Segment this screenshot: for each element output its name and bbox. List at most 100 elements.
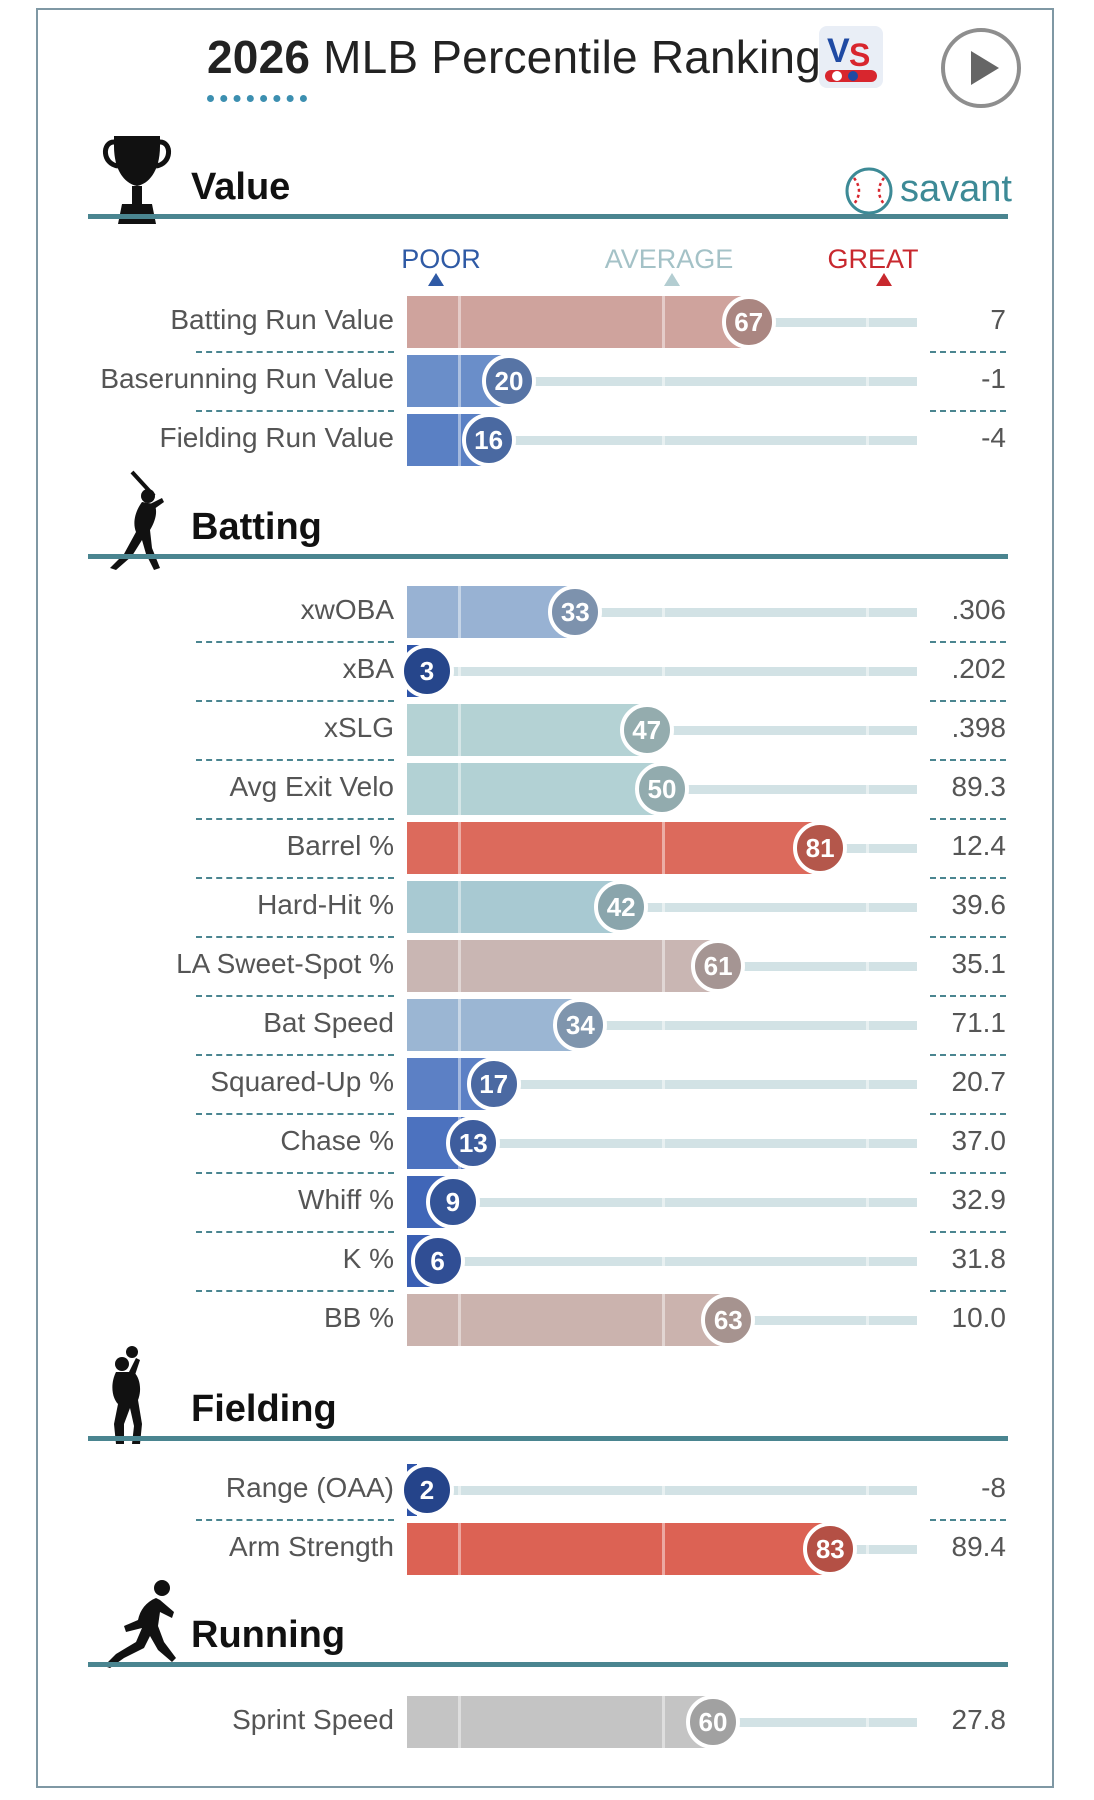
- metric-row: Chase % 13 37.0: [0, 1116, 1094, 1170]
- metric-label: Chase %: [280, 1125, 394, 1156]
- bar-tick: [662, 296, 665, 348]
- bar-tick: [458, 999, 461, 1051]
- section-title-batting: Batting: [191, 506, 322, 548]
- scale-great-label: GREAT: [827, 244, 919, 274]
- track-tick: [662, 1486, 665, 1495]
- metric-row: Arm Strength 83 89.4: [0, 1522, 1094, 1576]
- row-separator: [196, 759, 394, 761]
- percentile-bubble: 47: [619, 703, 674, 757]
- metric-value: 32.9: [951, 1184, 1007, 1215]
- percentile-bar: [407, 763, 662, 815]
- metric-value: 7: [990, 304, 1006, 335]
- scale-poor-arrow: [428, 273, 444, 286]
- title-text: MLB Percentile Rankings: [310, 31, 845, 83]
- metric-value: 27.8: [951, 1704, 1007, 1735]
- track-tick: [662, 903, 665, 912]
- bar-tick: [662, 1523, 665, 1575]
- bar-tick: [458, 1294, 461, 1346]
- metric-label: Avg Exit Velo: [229, 771, 394, 802]
- metric-label: LA Sweet-Spot %: [176, 948, 394, 979]
- percentile-bubble: 61: [691, 939, 746, 993]
- metric-label: Baserunning Run Value: [100, 363, 394, 394]
- track-tick: [662, 1198, 665, 1207]
- section-rule: [88, 214, 1008, 219]
- metric-value: .306: [951, 594, 1007, 625]
- track-tick: [866, 608, 869, 617]
- play-icon: [971, 51, 999, 85]
- metric-value: -1: [981, 363, 1006, 394]
- percentile-bar: [407, 586, 576, 638]
- row-separator: [930, 877, 1006, 879]
- row-separator: [196, 351, 394, 353]
- percentile-track: [407, 1257, 917, 1266]
- metric-row: xBA 3 .202: [0, 644, 1094, 698]
- section-title-running: Running: [191, 1614, 346, 1656]
- metric-label: K %: [342, 1243, 394, 1274]
- svg-text:V: V: [827, 32, 850, 70]
- percentile-bar: [407, 999, 581, 1051]
- metric-value: 89.3: [951, 771, 1007, 802]
- track-tick: [866, 1486, 869, 1495]
- row-separator: [930, 1172, 1006, 1174]
- row-separator: [930, 1113, 1006, 1115]
- track-tick: [866, 1316, 869, 1325]
- track-tick: [662, 1257, 665, 1266]
- metric-value: -8: [981, 1472, 1006, 1503]
- bar-tick: [458, 1058, 461, 1110]
- row-separator: [930, 1519, 1006, 1521]
- metric-row: Bat Speed 34 71.1: [0, 998, 1094, 1052]
- row-separator: [930, 641, 1006, 643]
- metric-label: xSLG: [323, 712, 394, 743]
- bar-tick: [458, 940, 461, 992]
- metric-value: .202: [951, 653, 1007, 684]
- row-separator: [930, 700, 1006, 702]
- bar-tick: [458, 704, 461, 756]
- percentile-bubble: 6: [410, 1234, 465, 1288]
- percentile-bar: [407, 704, 647, 756]
- bar-tick: [458, 355, 461, 407]
- section-rule: [88, 554, 1008, 559]
- metric-row: LA Sweet-Spot % 61 35.1: [0, 939, 1094, 993]
- metric-row: Whiff % 9 32.9: [0, 1175, 1094, 1229]
- percentile-track: [407, 1486, 917, 1495]
- percentile-bubble: 2: [400, 1463, 454, 1517]
- track-tick: [866, 1139, 869, 1148]
- svg-text:S: S: [849, 37, 870, 73]
- track-tick: [458, 1486, 461, 1495]
- play-button[interactable]: [941, 28, 1021, 108]
- metric-row: Baserunning Run Value 20 -1: [0, 354, 1094, 408]
- row-separator: [196, 410, 394, 412]
- metric-value: 31.8: [951, 1243, 1007, 1274]
- bar-tick: [662, 940, 665, 992]
- percentile-bubble: 63: [701, 1293, 756, 1347]
- metric-value: 10.0: [951, 1302, 1007, 1333]
- percentile-bar: [407, 296, 749, 348]
- metric-label: xwOBA: [300, 594, 394, 625]
- metric-row: Hard-Hit % 42 39.6: [0, 880, 1094, 934]
- percentile-bar: [407, 822, 821, 874]
- track-tick: [662, 1080, 665, 1089]
- bar-tick: [458, 1523, 461, 1575]
- track-tick: [662, 436, 665, 445]
- metric-value: 71.1: [951, 1007, 1007, 1038]
- row-separator: [930, 1054, 1006, 1056]
- percentile-bubble: 60: [686, 1695, 740, 1749]
- metric-row: Range (OAA) 2 -8: [0, 1463, 1094, 1517]
- metric-label: Batting Run Value: [170, 304, 394, 335]
- metric-label: Hard-Hit %: [257, 889, 394, 920]
- metric-label: xBA: [342, 653, 394, 684]
- scale-average-arrow: [664, 273, 680, 286]
- metric-value: .398: [951, 712, 1007, 743]
- metric-label: Bat Speed: [263, 1007, 394, 1038]
- metric-label: Whiff %: [298, 1184, 394, 1215]
- bar-tick: [458, 414, 461, 466]
- track-tick: [866, 785, 869, 794]
- track-tick: [866, 1080, 869, 1089]
- row-separator: [930, 936, 1006, 938]
- metric-value: 20.7: [951, 1066, 1007, 1097]
- track-tick: [662, 608, 665, 617]
- title-year: 2026: [207, 31, 311, 83]
- metric-row: xSLG 47 .398: [0, 703, 1094, 757]
- row-separator: [196, 877, 394, 879]
- percentile-bar: [407, 1523, 831, 1575]
